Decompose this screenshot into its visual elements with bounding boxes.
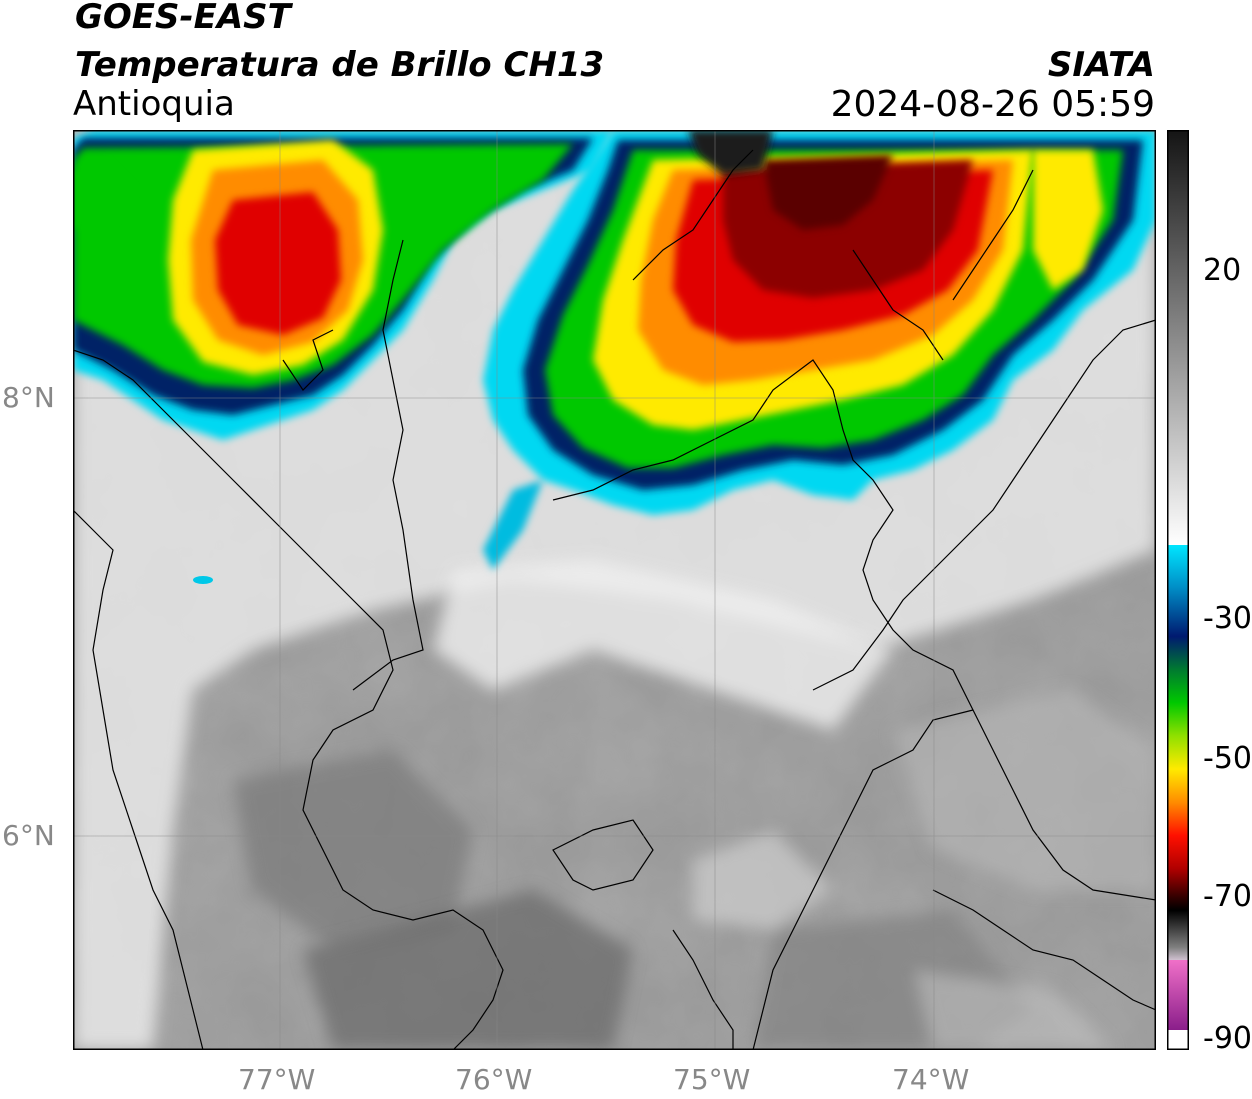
- colorbar: [1167, 130, 1189, 1050]
- cloud-cell-east: [483, 130, 1156, 570]
- colorbar-tick-20: 20: [1203, 253, 1242, 288]
- title-product: Temperatura de Brillo CH13: [75, 45, 605, 85]
- satellite-map: [73, 130, 1156, 1050]
- timestamp: 2024-08-26 05:59: [830, 84, 1155, 125]
- lon-tick-74w: 74°W: [892, 1063, 970, 1096]
- colorbar-tick-minus70: -70: [1203, 879, 1252, 914]
- colorbar-tick-minus90: -90: [1203, 1021, 1252, 1056]
- lon-tick-76w: 76°W: [455, 1063, 533, 1096]
- lat-tick-8n: 8°N: [2, 381, 55, 414]
- lon-tick-77w: 77°W: [238, 1063, 316, 1096]
- org-label: SIATA: [1047, 45, 1155, 85]
- colorbar-tick-minus30: -30: [1203, 601, 1252, 636]
- region-label: Antioquia: [73, 84, 235, 124]
- cloud-speck: [193, 576, 213, 584]
- graticule: [73, 130, 1156, 1050]
- boundaries: [73, 149, 1156, 1050]
- lon-tick-75w: 75°W: [673, 1063, 751, 1096]
- title-satellite: GOES-EAST: [75, 0, 291, 37]
- colorbar-tick-minus50: -50: [1203, 741, 1252, 776]
- map-frame: [73, 130, 1156, 1050]
- cloud-cell-west: [73, 130, 613, 440]
- lat-tick-6n: 6°N: [2, 819, 55, 852]
